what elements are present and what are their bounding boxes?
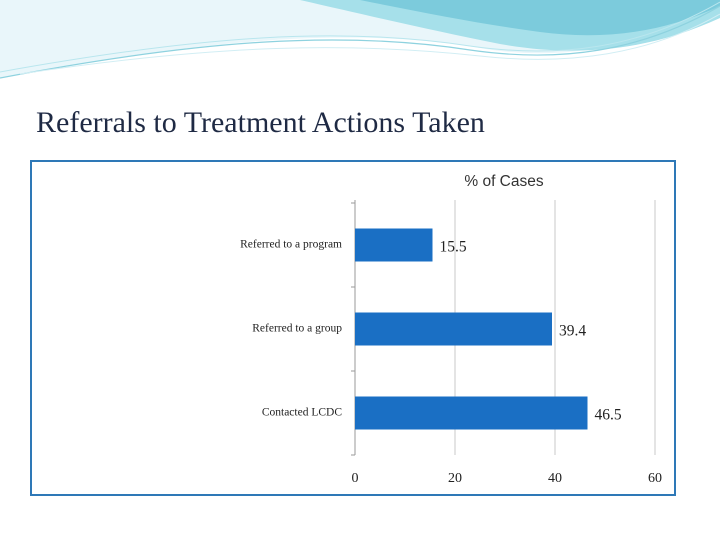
x-tick-label: 60 [648,471,662,486]
category-label: Contacted LCDC [262,407,342,419]
bar [355,396,588,430]
chart-title: % of Cases [464,173,544,190]
x-tick-label: 40 [548,471,562,486]
bar [355,312,552,346]
x-tick-label: 20 [448,471,462,486]
value-label: 39.4 [559,323,586,340]
category-label: Referred to a program [240,239,342,251]
value-label: 15.5 [440,239,467,256]
bar [355,228,433,262]
value-label: 46.5 [595,407,622,424]
header-decoration [0,0,720,79]
slide-title: Referrals to Treatment Actions Taken [36,106,485,139]
x-tick-label: 0 [352,471,359,486]
chart-frame [30,160,676,496]
category-label: Referred to a group [252,323,342,335]
